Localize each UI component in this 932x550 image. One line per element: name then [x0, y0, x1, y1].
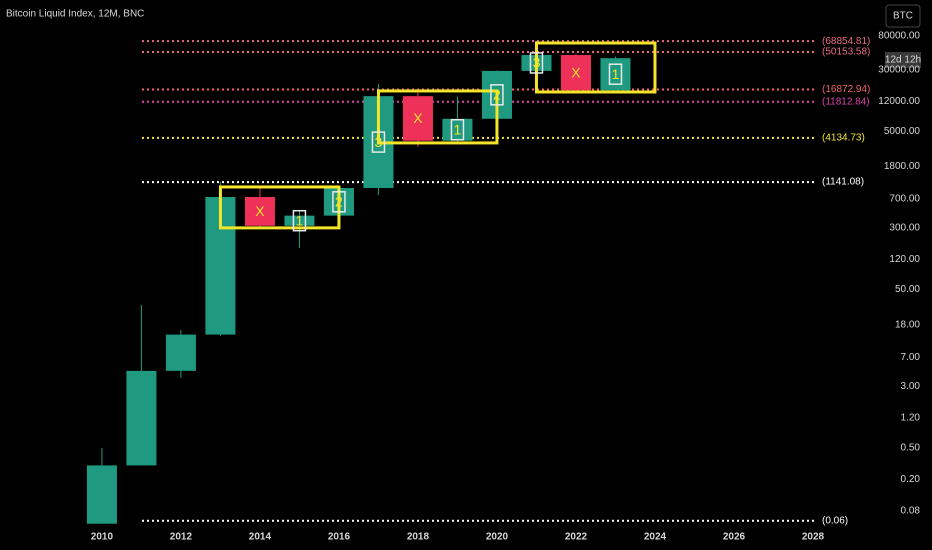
marker-label: X [413, 110, 423, 126]
marker-label: 1 [296, 212, 304, 228]
marker-frame [292, 209, 307, 232]
marker-label: 3 [375, 134, 383, 150]
x-tick-label: 2018 [407, 532, 430, 543]
price-line-label: (1141.08) [822, 177, 864, 188]
y-tick-label: 5000.00 [884, 126, 921, 137]
y-tick-label: 80000.00 [878, 31, 920, 42]
y-tick-label: 30000.00 [878, 64, 920, 75]
marker-frame [529, 52, 544, 74]
countdown: 12d 12h [885, 55, 921, 66]
marker-label: X [255, 203, 265, 219]
symbol[interactable]: BTC [893, 11, 913, 22]
y-tick-label: 0.50 [901, 443, 921, 454]
y-tick-label: 120.00 [889, 254, 920, 265]
marker-frame [450, 119, 465, 141]
price-line-label: (16872.94) [822, 84, 870, 95]
x-tick-label: 2016 [328, 532, 351, 543]
y-tick-label: 0.08 [901, 505, 921, 516]
candle-body [126, 370, 157, 466]
candle-body [442, 118, 473, 141]
marker-label: 1 [454, 121, 462, 137]
highlight-box [534, 41, 657, 94]
y-tick-label: 50.00 [895, 284, 920, 295]
marker-frame [371, 131, 386, 153]
y-tick-label: 7.00 [901, 352, 921, 363]
candle-body [86, 465, 117, 524]
marker-label: 2 [335, 194, 343, 210]
y-tick-label: 0.20 [901, 474, 921, 485]
candle-body [244, 196, 275, 226]
price-line-label: (50153.58) [822, 47, 870, 58]
candle-body [284, 215, 315, 226]
y-tick-label: 3.00 [901, 381, 921, 392]
candle-body [165, 334, 196, 371]
price-line-label: (0.06) [822, 515, 848, 526]
x-tick-label: 2022 [565, 532, 588, 543]
marker-frame [608, 63, 623, 85]
y-tick-label: 300.00 [889, 223, 920, 234]
price-line-label: (4134.73) [822, 132, 865, 143]
price-line-label: (11812.84) [822, 96, 870, 107]
marker-label: X [571, 64, 581, 80]
x-tick-label: 2028 [802, 532, 825, 543]
candle-body [560, 55, 591, 91]
y-tick-label: 1.20 [901, 412, 921, 423]
highlight-box [218, 185, 341, 230]
x-tick-label: 2020 [486, 532, 509, 543]
marker-label: 1 [612, 66, 620, 82]
x-tick-label: 2024 [644, 532, 667, 543]
candle-body [402, 96, 433, 141]
countdown-box [885, 52, 921, 68]
marker-frame [490, 84, 504, 106]
x-tick-label: 2014 [249, 532, 272, 543]
y-tick-label: 12000.00 [878, 96, 920, 107]
x-tick-label: 2012 [170, 532, 193, 543]
chart-title: Bitcoin Liquid Index, 12M, BNC [6, 9, 144, 20]
marker-label: 3 [533, 55, 541, 71]
marker-label: 2 [493, 87, 501, 103]
x-tick-label: 2010 [91, 532, 114, 543]
marker-frame [332, 191, 346, 213]
y-tick-label: 700.00 [889, 194, 920, 205]
x-tick-label: 2026 [723, 532, 746, 543]
price-line-label: (68854.81) [822, 36, 870, 47]
highlight-box [376, 89, 499, 145]
y-tick-label: 18.00 [895, 319, 920, 330]
symbol-box[interactable] [885, 4, 921, 28]
y-tick-label: 1800.00 [884, 161, 921, 172]
